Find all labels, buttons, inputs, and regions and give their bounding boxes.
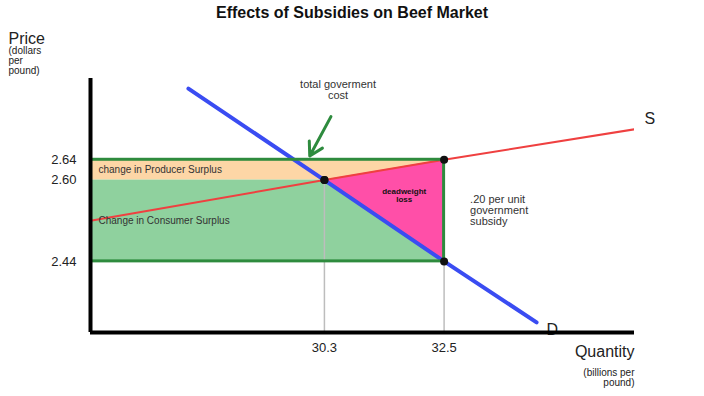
svg-text:total govermentcost: total govermentcost: [300, 78, 376, 101]
svg-text:Price: Price: [8, 29, 45, 47]
svg-text:(dollarsperpound): (dollarsperpound): [9, 45, 42, 76]
svg-text:S: S: [645, 110, 656, 127]
svg-text:Change in Consumer Surplus: Change in Consumer Surplus: [99, 215, 230, 226]
svg-text:.20 per unitgovernmentsubsidy: .20 per unitgovernmentsubsidy: [470, 193, 528, 227]
svg-text:30.3: 30.3: [312, 340, 337, 355]
svg-text:(billions perpound): (billions perpound): [583, 367, 635, 388]
svg-text:2.64: 2.64: [51, 152, 76, 167]
svg-text:change in Producer Surplus: change in Producer Surplus: [99, 164, 222, 175]
svg-text:D: D: [547, 321, 559, 338]
svg-text:2.60: 2.60: [51, 172, 76, 187]
svg-text:2.44: 2.44: [51, 254, 76, 269]
svg-text:32.5: 32.5: [431, 340, 456, 355]
html-text:Effects of Subsidies on Beef M: Effects of Subsidies on Beef Market: [216, 4, 488, 21]
svg-text:Quantity: Quantity: [575, 343, 635, 360]
svg-text:deadweightloss: deadweightloss: [382, 187, 426, 204]
